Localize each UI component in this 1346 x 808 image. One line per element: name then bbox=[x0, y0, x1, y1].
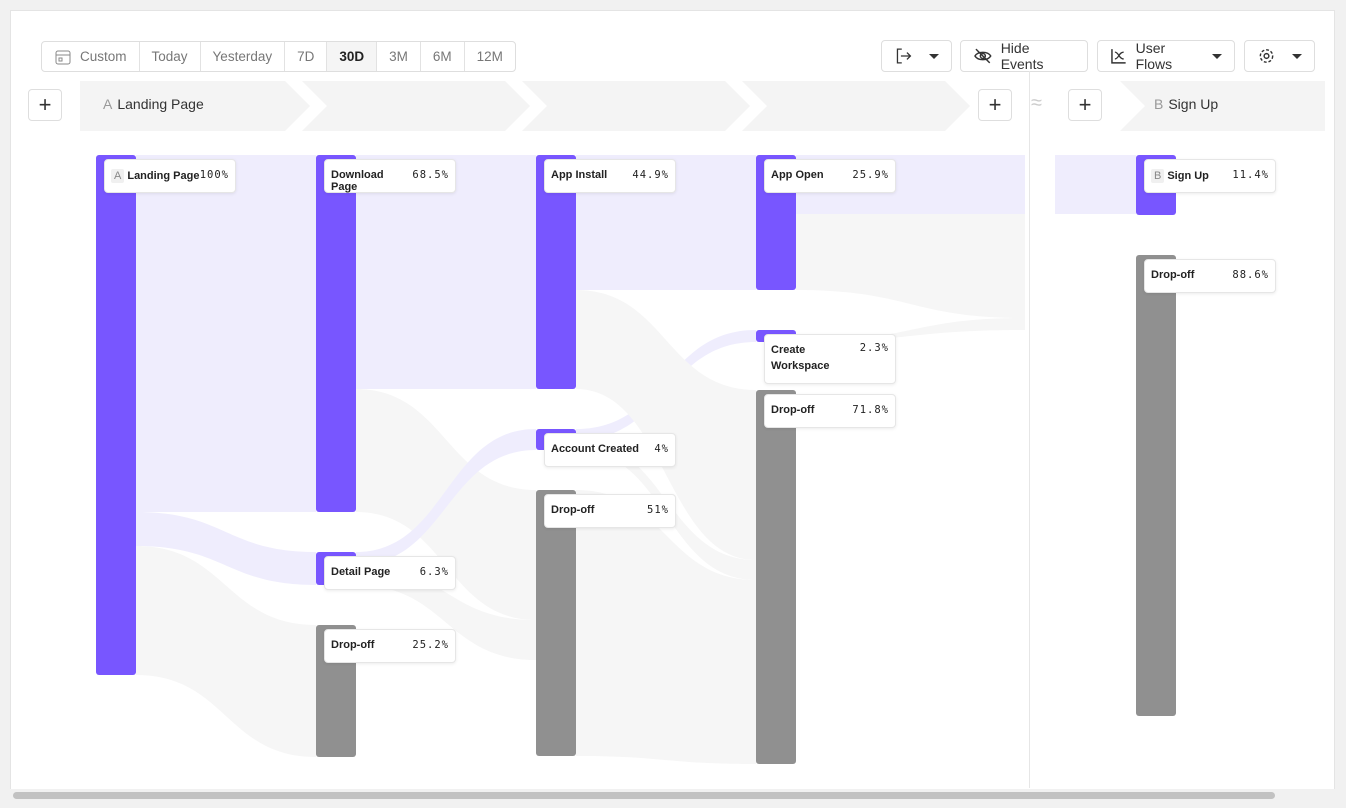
flow-link[interactable] bbox=[136, 512, 316, 585]
scrollbar-thumb[interactable] bbox=[13, 792, 1275, 799]
dropoff-node[interactable] bbox=[1136, 255, 1176, 716]
export-button[interactable] bbox=[881, 40, 952, 72]
node-name: Drop-off bbox=[1151, 269, 1195, 281]
node-label-card[interactable]: Drop-off 88.6% bbox=[1144, 259, 1276, 293]
event-node[interactable] bbox=[316, 155, 356, 512]
step-badge: B bbox=[1151, 169, 1165, 183]
add-step-before-button[interactable]: + bbox=[28, 89, 62, 121]
date-30d[interactable]: 30D bbox=[327, 42, 378, 71]
date-yesterday[interactable]: Yesterday bbox=[201, 42, 286, 71]
node-name: A Landing Page bbox=[111, 169, 199, 192]
step-b-label[interactable]: B Sign Up bbox=[1154, 96, 1219, 112]
flow-link[interactable] bbox=[1055, 155, 1136, 214]
node-label-card[interactable]: Account Created 4% bbox=[544, 433, 676, 467]
flow-link[interactable] bbox=[356, 429, 536, 565]
node-label-card[interactable]: Create Workspace 2.3% bbox=[764, 334, 896, 384]
settings-button[interactable] bbox=[1244, 40, 1315, 72]
node-percentage: 25.2% bbox=[412, 639, 449, 651]
step-chevron bbox=[522, 81, 750, 131]
date-3m[interactable]: 3M bbox=[377, 42, 421, 71]
node-name: Download Page bbox=[331, 169, 384, 193]
step-chevron bbox=[742, 81, 970, 131]
node-percentage: 100% bbox=[199, 169, 229, 181]
node-percentage: 88.6% bbox=[1232, 269, 1269, 281]
caret-down-icon bbox=[929, 53, 939, 59]
node-label-card[interactable]: Drop-off 25.2% bbox=[324, 629, 456, 663]
event-node[interactable] bbox=[96, 155, 136, 675]
node-percentage: 68.5% bbox=[412, 169, 449, 181]
step-a-label[interactable]: A Landing Page bbox=[103, 96, 204, 112]
step-b-chevron bbox=[1120, 81, 1325, 131]
flow-link[interactable] bbox=[136, 155, 316, 512]
node-name: Drop-off bbox=[331, 639, 375, 651]
node-label-card[interactable]: App Install 44.9% bbox=[544, 159, 676, 193]
flow-link[interactable] bbox=[356, 155, 536, 389]
export-icon bbox=[896, 48, 912, 64]
dropoff-link[interactable] bbox=[576, 290, 756, 560]
node-percentage: 71.8% bbox=[852, 404, 889, 416]
date-7d[interactable]: 7D bbox=[285, 42, 328, 71]
steps-gap-symbol: ≈ bbox=[1031, 92, 1042, 114]
dropoff-link[interactable] bbox=[576, 490, 756, 764]
node-percentage: 51% bbox=[647, 504, 669, 516]
dropoff-node[interactable] bbox=[536, 490, 576, 756]
node-label-card[interactable]: Drop-off 71.8% bbox=[764, 394, 896, 428]
node-name: Drop-off bbox=[771, 404, 815, 416]
node-name: Detail Page bbox=[331, 566, 391, 578]
caret-down-icon bbox=[1212, 53, 1222, 59]
eye-off-icon bbox=[974, 48, 992, 64]
node-label-card[interactable]: B Sign Up 11.4% bbox=[1144, 159, 1276, 193]
node-name: App Install bbox=[551, 169, 608, 181]
node-name: Account Created bbox=[551, 443, 640, 455]
node-name: B Sign Up bbox=[1151, 169, 1209, 192]
node-label-card[interactable]: App Open 25.9% bbox=[764, 159, 896, 193]
date-6m[interactable]: 6M bbox=[421, 42, 465, 71]
horizontal-scrollbar[interactable] bbox=[10, 789, 1335, 801]
step-gap-divider bbox=[1029, 71, 1030, 788]
step-a-chevron bbox=[80, 81, 310, 131]
node-percentage: 25.9% bbox=[852, 169, 889, 181]
date-12m[interactable]: 12M bbox=[476, 49, 503, 64]
dropoff-link[interactable] bbox=[796, 318, 1025, 342]
node-label-card[interactable]: Drop-off 51% bbox=[544, 494, 676, 528]
node-label-card[interactable]: Detail Page 6.3% bbox=[324, 556, 456, 590]
event-node[interactable] bbox=[536, 155, 576, 389]
add-step-button[interactable]: + bbox=[978, 89, 1012, 121]
node-label-card[interactable]: Download Page 68.5% bbox=[324, 159, 456, 193]
caret-down-icon bbox=[1292, 53, 1302, 59]
date-today[interactable]: Today bbox=[140, 42, 201, 71]
node-percentage: 11.4% bbox=[1232, 169, 1269, 181]
date-range-selector: Custom Today Yesterday 7D 30D 3M 6M 12M bbox=[41, 41, 516, 72]
step-badge: A bbox=[111, 169, 125, 183]
node-percentage: 6.3% bbox=[419, 566, 449, 578]
gear-icon bbox=[1259, 49, 1274, 63]
dropoff-node[interactable] bbox=[756, 390, 796, 764]
add-step-before-b-button[interactable]: + bbox=[1068, 89, 1102, 121]
dropoff-link[interactable] bbox=[136, 546, 316, 757]
node-name: Create Workspace bbox=[771, 344, 830, 372]
dropoff-link[interactable] bbox=[796, 214, 1025, 318]
node-percentage: 4% bbox=[654, 443, 669, 455]
step-chevron bbox=[302, 81, 530, 131]
node-name: App Open bbox=[771, 169, 824, 181]
flows-icon bbox=[1111, 49, 1126, 64]
node-percentage: 44.9% bbox=[632, 169, 669, 181]
node-percentage: 2.3% bbox=[859, 342, 889, 354]
report-type-dropdown[interactable]: User Flows bbox=[1097, 40, 1235, 72]
node-name: Drop-off bbox=[551, 504, 595, 516]
calendar-icon bbox=[55, 50, 71, 64]
date-custom[interactable]: Custom bbox=[42, 42, 140, 71]
node-label-card[interactable]: A Landing Page 100% bbox=[104, 159, 236, 193]
step-chevrons bbox=[80, 81, 970, 131]
hide-events-button[interactable]: Hide Events bbox=[960, 40, 1088, 72]
